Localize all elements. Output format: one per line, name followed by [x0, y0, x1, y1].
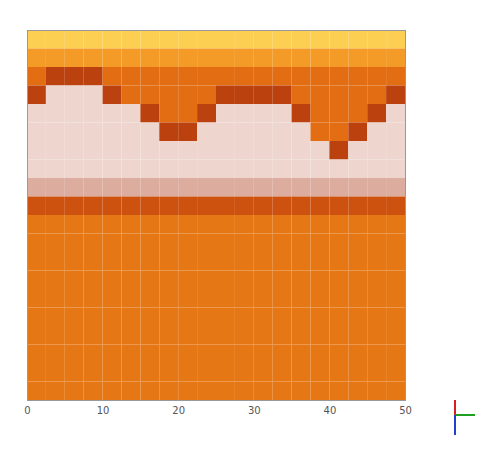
svg-text:20: 20: [172, 405, 185, 416]
svg-text:40: 40: [324, 405, 337, 416]
svg-text:50: 50: [399, 405, 412, 416]
svg-text:30: 30: [248, 405, 261, 416]
svg-text:10: 10: [97, 405, 110, 416]
svg-text:0: 0: [24, 405, 30, 416]
